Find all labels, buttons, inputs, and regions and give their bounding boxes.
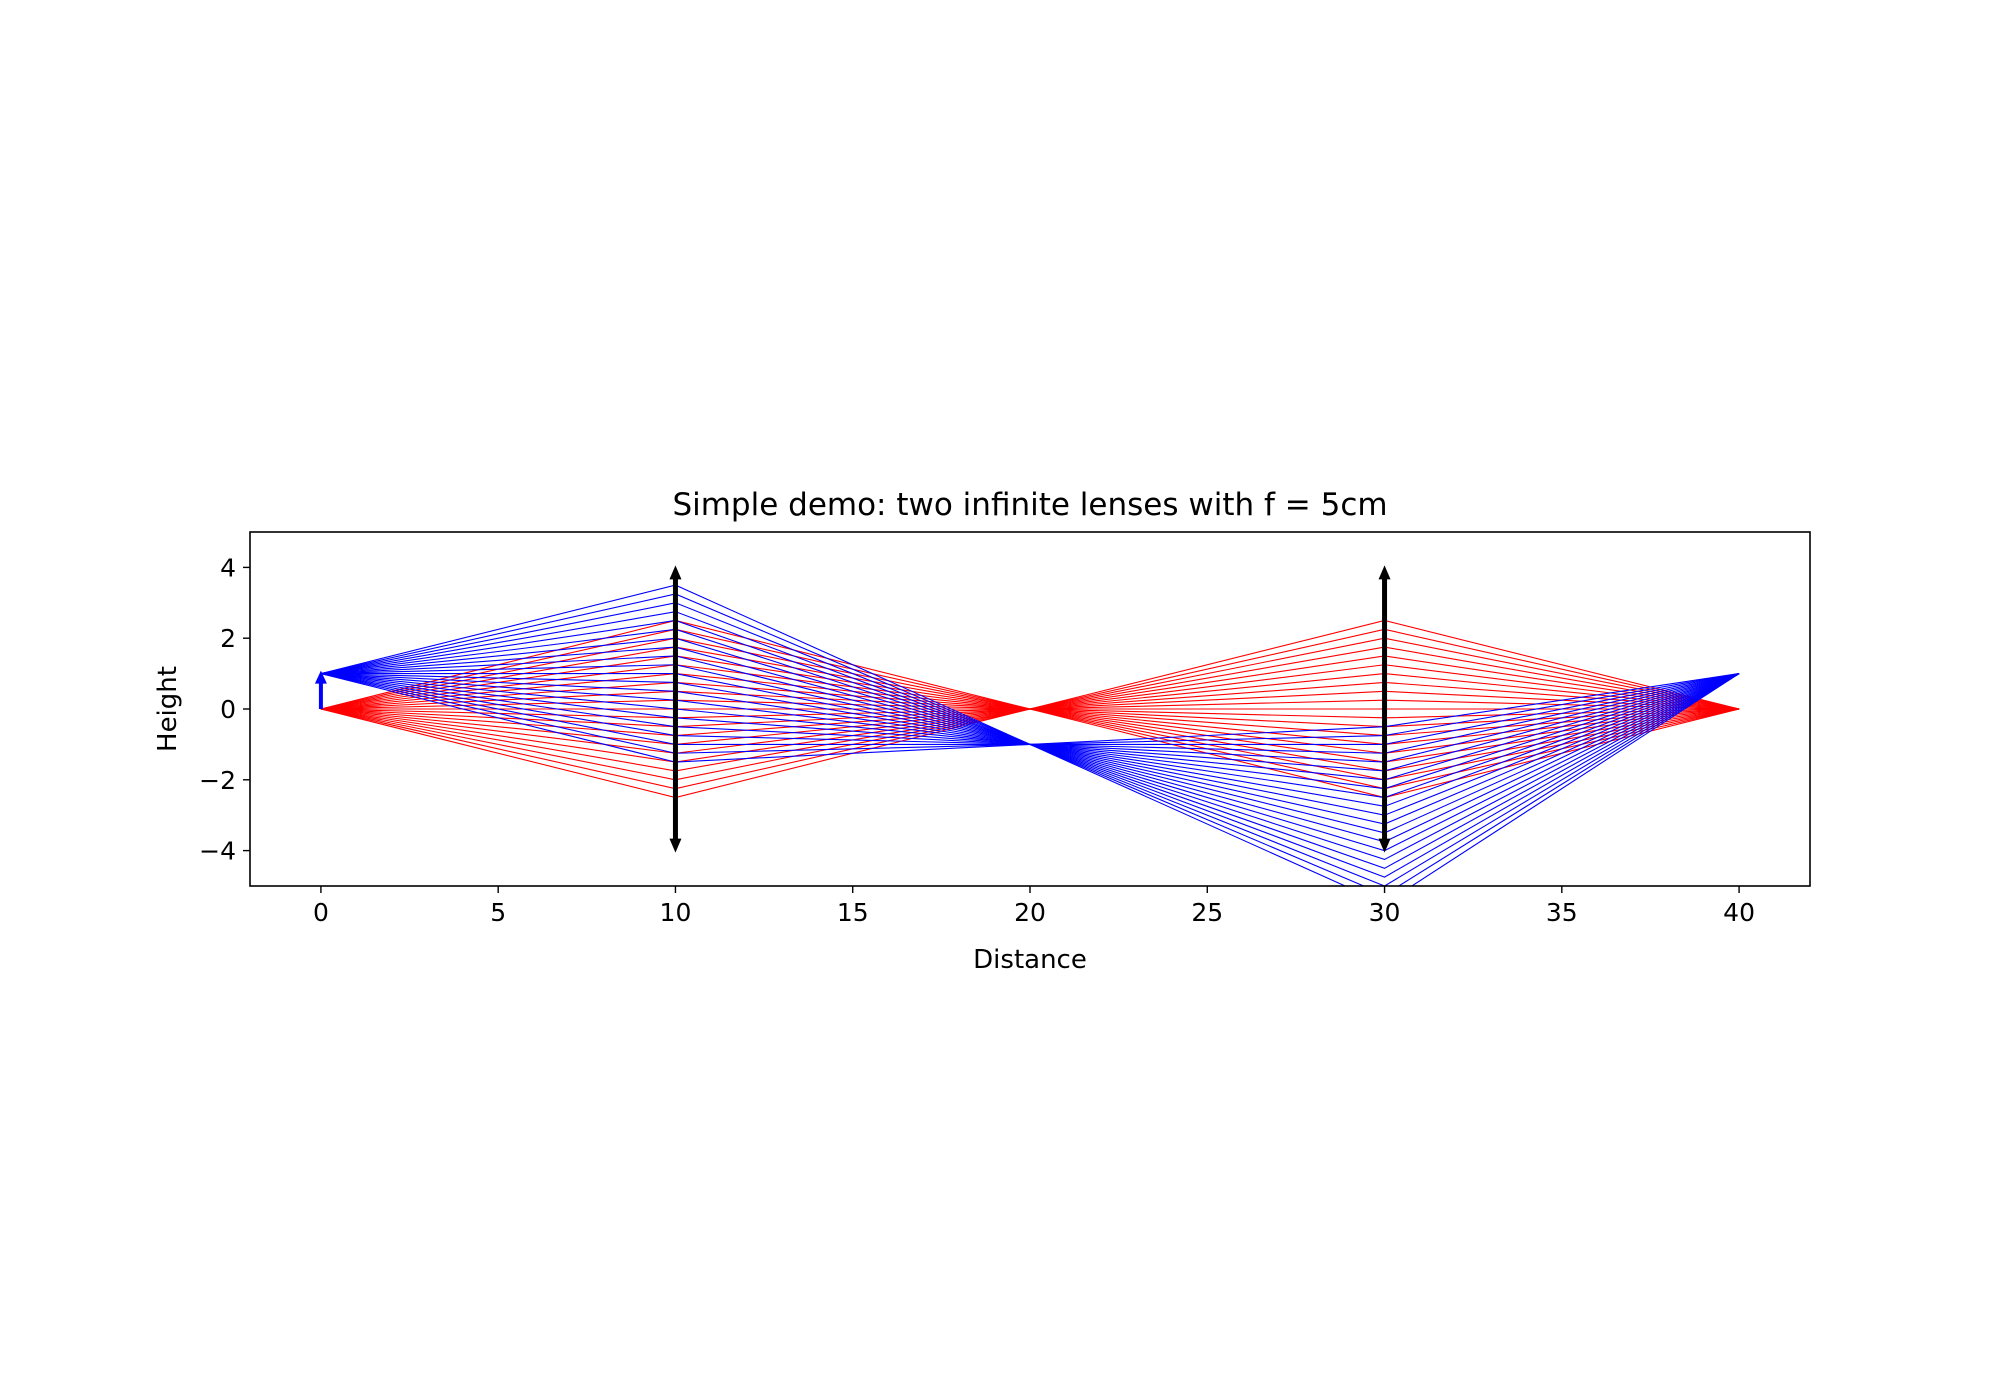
y-tick-label-4: 4 [220,553,236,582]
ray-lines [320,584,1740,886]
x-tick-label-40: 40 [1723,898,1755,927]
x-axis-label: Distance [973,945,1087,975]
object-arrowhead [314,670,327,684]
lenses [669,565,1391,853]
object-arrow [314,670,327,709]
ray-1-7 [320,673,1740,790]
x-tick-label-5: 5 [490,898,506,927]
ray-1-20 [320,584,1740,886]
y-axis-label: Height [153,666,183,752]
y-tick-label-2: 2 [220,624,236,653]
ray-1-4 [320,673,1740,763]
x-tick-label-20: 20 [1014,898,1046,927]
x-tick-label-30: 30 [1369,898,1401,927]
y-tick-label--4: −4 [199,837,236,866]
y-tick-label--2: −2 [199,766,236,795]
y-axis: 4 2 0 −2 −4 [199,553,250,866]
x-tick-label-15: 15 [837,898,869,927]
x-tick-label-35: 35 [1546,898,1578,927]
chart-title: Simple demo: two infinite lenses with f … [672,487,1387,523]
lens-2-bottom-arrowhead [1378,838,1391,853]
lens-2-top-arrowhead [1378,565,1391,580]
lens-1-top-arrowhead [669,565,682,580]
x-axis: 0 5 10 15 20 25 30 35 40 [313,886,1755,927]
x-tick-label-25: 25 [1191,898,1223,927]
x-tick-label-0: 0 [313,898,329,927]
plot-area [249,531,1811,887]
x-tick-label-10: 10 [660,898,692,927]
y-tick-label-0: 0 [220,695,236,724]
ray-1-0 [320,673,1740,763]
lens-1-bottom-arrowhead [669,838,682,853]
